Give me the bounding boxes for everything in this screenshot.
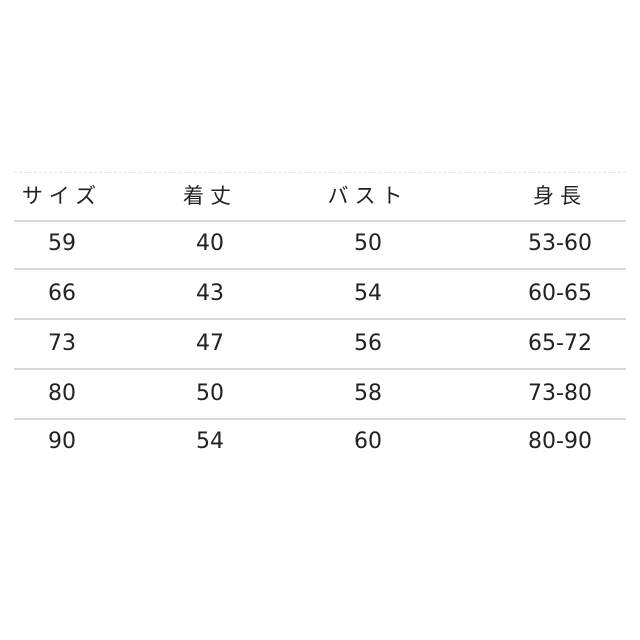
table-cell: 50 (354, 231, 382, 256)
table-row: 73 47 56 65-72 (14, 320, 626, 370)
table-cell: 54 (354, 281, 382, 306)
column-header: 身長 (533, 184, 587, 208)
table-header-row: サイズ 着丈 バスト 身長 (14, 172, 626, 222)
table-cell: 73 (48, 331, 76, 356)
column-header: 着丈 (183, 184, 237, 208)
table-cell: 40 (196, 231, 224, 256)
table-row: 66 43 54 60-65 (14, 270, 626, 320)
table-cell: 80 (48, 381, 76, 406)
table-cell: 54 (196, 429, 224, 454)
table-cell: 47 (196, 331, 224, 356)
table-cell: 58 (354, 381, 382, 406)
table-cell: 50 (196, 381, 224, 406)
table-row: 80 50 58 73-80 (14, 370, 626, 420)
table-cell: 56 (354, 331, 382, 356)
table-cell: 90 (48, 429, 76, 454)
table-cell: 60 (354, 429, 382, 454)
table-cell: 53-60 (528, 231, 592, 256)
table-cell: 80-90 (528, 429, 592, 454)
column-header: バスト (327, 184, 409, 208)
table-cell: 66 (48, 281, 76, 306)
table-cell: 60-65 (528, 281, 592, 306)
top-divider (14, 172, 626, 173)
table-cell: 59 (48, 231, 76, 256)
table-cell: 43 (196, 281, 224, 306)
table-row: 59 40 50 53-60 (14, 220, 626, 270)
table-cell: 65-72 (528, 331, 592, 356)
table-cell: 73-80 (528, 381, 592, 406)
column-header: サイズ (21, 184, 103, 208)
table-row: 90 54 60 80-90 (14, 418, 626, 466)
